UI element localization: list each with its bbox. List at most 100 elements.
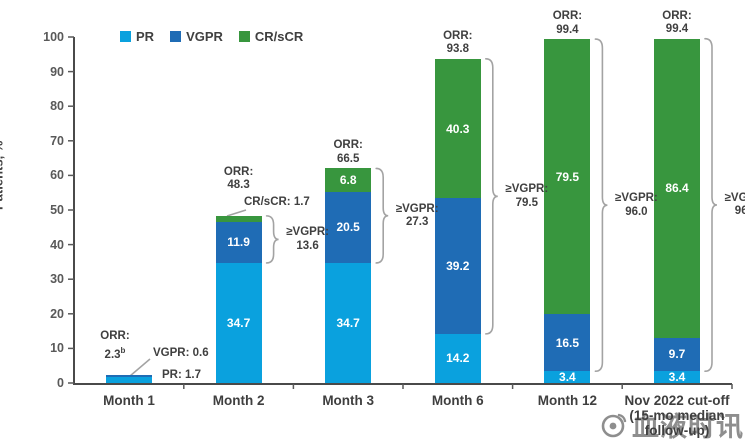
orr-prefix: ORR:	[223, 165, 254, 178]
x-category-label: Month 12	[538, 393, 597, 408]
orr-value: 99.4	[665, 23, 689, 36]
x-category-line: Month 12	[537, 393, 598, 408]
x-category-line: Month 3	[322, 393, 375, 408]
orr-value: 99.4	[556, 23, 579, 36]
bar-segment-pr: 34.7	[215, 262, 262, 383]
segment-value: 34.7	[336, 315, 360, 330]
month1-pr-callout: PR: 1.7	[162, 369, 201, 381]
y-tick-label: 100	[43, 30, 64, 44]
y-axis-title: Patients, %	[0, 141, 6, 210]
legend-item-pr: PR	[120, 29, 154, 44]
bar-segment-crscr: 6.8	[325, 168, 372, 192]
vgpr-label: ≥VGPR:96.0	[720, 192, 745, 219]
segment-value: 6.8	[339, 173, 357, 188]
vgpr-prefix: ≥VGPR:	[615, 192, 658, 205]
y-tick-label: 90	[50, 64, 64, 79]
orr-label: ORR: 48.3	[204, 166, 274, 193]
vgpr-brace	[375, 167, 389, 264]
orr-value: 2.3	[104, 348, 121, 361]
legend-item-crscr: CR/sCR	[238, 29, 304, 44]
vgpr-brace	[704, 37, 718, 373]
orr-label: ORR: 66.5	[313, 139, 383, 166]
orr-prefix: ORR:	[552, 10, 583, 23]
watermark-text: 血液时讯	[632, 412, 744, 442]
y-tick-label: 0	[57, 376, 64, 390]
vgpr-label: ≥VGPR: 13.6	[282, 226, 334, 253]
legend-label: VGPR	[186, 29, 223, 44]
segment-value: 11.9	[227, 235, 250, 250]
y-tick-label: 30	[50, 272, 64, 287]
bar-segment-crscr	[215, 215, 262, 222]
orr-value-line: 99.4	[532, 24, 602, 38]
bar-segment-pr: 34.7	[325, 262, 372, 383]
legend-swatch	[170, 31, 182, 42]
segment-value: 3.4	[559, 370, 576, 385]
orr-prefix: ORR:	[443, 29, 473, 42]
orr-label: ORR: 99.4	[642, 10, 712, 37]
vgpr-prefix: ≥VGPR:	[505, 183, 549, 196]
vgpr-prefix: ≥VGPR:	[395, 202, 439, 215]
x-category-line: Month 2	[212, 393, 265, 408]
bar-segment-pr: 14.2	[434, 333, 481, 383]
vgpr-value: 79.5	[515, 196, 538, 209]
segment-value: 86.4	[665, 181, 689, 196]
segment-value: 39.2	[446, 259, 470, 274]
watermark: 血液时讯	[598, 405, 744, 444]
vgpr-brace	[594, 38, 608, 373]
orr-label: ORR: 2.3b	[80, 330, 150, 362]
x-category-label: Month 1	[103, 393, 155, 408]
orr-value-line: 99.4	[642, 23, 712, 37]
vgpr-value: 27.3	[405, 216, 429, 229]
x-category-label: Month 3	[322, 393, 374, 408]
bar-segment-vgpr: 9.7	[654, 337, 700, 372]
vgpr-prefix: ≥VGPR:	[286, 226, 329, 239]
bar-segment-vgpr: 39.2	[434, 198, 481, 334]
orr-value-line: 48.3	[204, 179, 274, 193]
legend-swatch	[120, 31, 131, 42]
x-category-line: Month 1	[103, 393, 155, 408]
segment-value: 40.3	[446, 121, 470, 136]
vgpr-label: ≥VGPR: 79.5	[501, 183, 553, 210]
orr-value: 93.8	[446, 43, 469, 56]
x-category-line: (15-mo median	[629, 408, 725, 423]
month1-vgpr-callout: VGPR: 0.6	[153, 347, 209, 359]
bar-segment-vgpr: 16.5	[544, 314, 591, 372]
legend-label: PR	[136, 29, 155, 44]
orr-value-line: 66.5	[313, 153, 383, 167]
orr-footnote-marker: b	[120, 345, 126, 355]
orr-value-line: 93.8	[423, 43, 493, 57]
vgpr-prefix: ≥VGPR:	[724, 191, 745, 204]
legend-label: CR/sCR	[254, 29, 304, 44]
orr-value-line: 2.3b	[80, 344, 150, 362]
segment-value: 79.5	[555, 169, 580, 184]
segment-value: 3.4	[668, 370, 686, 385]
vgpr-value: 96.0	[734, 205, 745, 218]
segment-value: 16.5	[555, 335, 580, 350]
bar-segment-crscr: 79.5	[544, 39, 591, 315]
x-category-label: Nov 2022 cut-off (15-mo median follow-up)	[624, 393, 729, 438]
segment-value: 20.5	[336, 220, 360, 235]
vgpr-value: 13.6	[296, 239, 319, 252]
orr-prefix: ORR:	[662, 9, 692, 22]
orr-prefix: ORR:	[333, 139, 363, 152]
y-tick-label: 40	[50, 237, 64, 252]
chart-legend: PR VGPR CR/sCR	[120, 29, 303, 44]
segment-value: 9.7	[668, 347, 686, 362]
bar-segment-vgpr: 20.5	[325, 192, 372, 263]
orr-label: ORR: 93.8	[423, 30, 493, 57]
bar-segment-crscr: 40.3	[434, 58, 481, 199]
vgpr-label: ≥VGPR: 27.3	[391, 203, 443, 230]
y-tick-label: 20	[50, 306, 64, 321]
bar-segment-pr: 3.4	[544, 370, 591, 385]
y-tick-label: 60	[50, 168, 64, 183]
vgpr-brace	[265, 215, 279, 264]
bar-segment-pr	[106, 377, 152, 383]
x-category-label: Month 6	[432, 393, 484, 408]
orr-prefix: ORR:	[100, 330, 130, 342]
segment-value: 34.7	[226, 315, 251, 330]
orr-value: 48.3	[227, 179, 250, 192]
orr-label: ORR: 99.4	[532, 10, 602, 37]
y-tick-label: 10	[50, 341, 64, 356]
watermark-eye-logo	[601, 413, 627, 437]
